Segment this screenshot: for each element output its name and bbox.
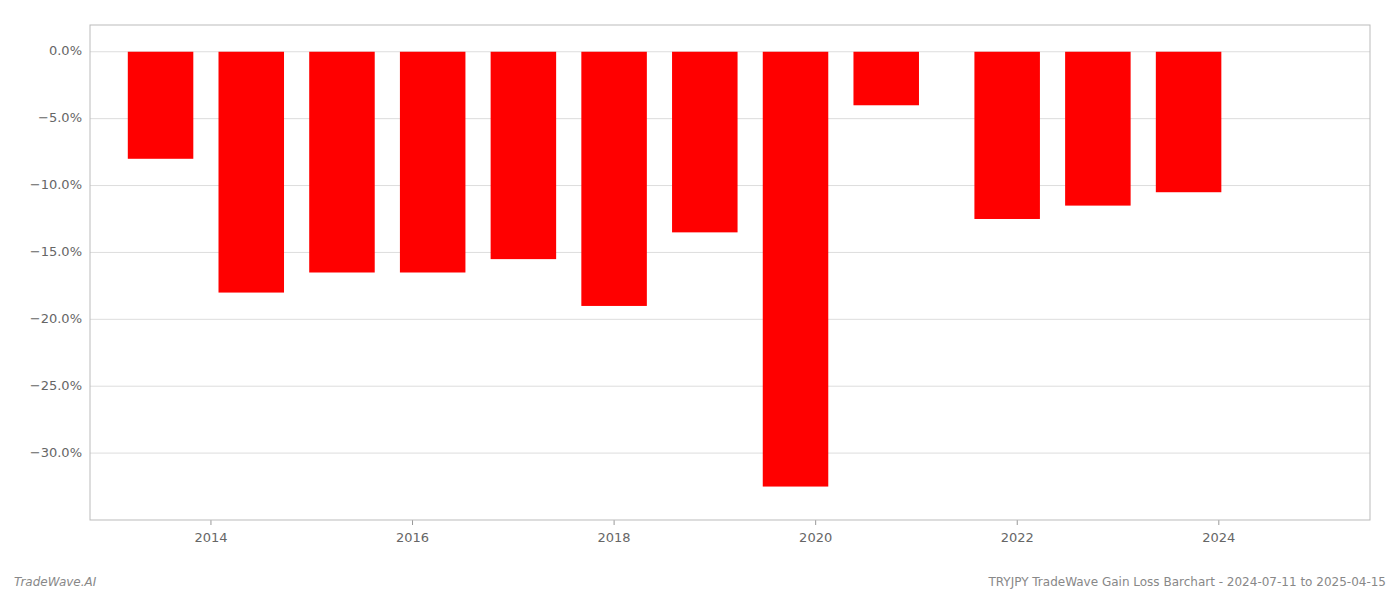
chart-container: 0.0% −5.0% −10.0% −15.0% −20.0% −25.0% −30.0% 2… — [0, 0, 1400, 600]
x-tick — [614, 520, 615, 525]
x-tick — [1017, 520, 1018, 525]
bar — [1065, 52, 1131, 206]
bar — [219, 52, 285, 293]
x-tick-label: 2022 — [1001, 530, 1034, 545]
x-tick — [412, 520, 413, 525]
y-tick-label: −15.0% — [30, 244, 82, 259]
grid-line — [90, 453, 1370, 454]
y-tick-label: −10.0% — [30, 177, 82, 192]
y-grid — [90, 52, 1370, 453]
bar — [128, 52, 194, 159]
x-tick-label: 2024 — [1202, 530, 1235, 545]
bars — [128, 52, 1222, 487]
bar — [672, 52, 738, 233]
plot-frame — [90, 25, 1370, 520]
grid-line — [90, 319, 1370, 320]
bar — [763, 52, 829, 487]
bar — [491, 52, 557, 259]
bar — [853, 52, 919, 106]
chart-svg: 0.0% −5.0% −10.0% −15.0% −20.0% −25.0% −30.0% 2… — [0, 0, 1400, 600]
x-tick-label: 2020 — [799, 530, 832, 545]
bar — [1156, 52, 1222, 192]
x-tick-label: 2016 — [396, 530, 429, 545]
bar — [400, 52, 466, 273]
y-tick-label: −25.0% — [30, 378, 82, 393]
y-tick-label: −30.0% — [30, 445, 82, 460]
footer-text: TradeWave.AI — [14, 575, 97, 589]
bar — [581, 52, 647, 306]
footer: TradeWave.AI TRYJPY TradeWave Gain Loss B… — [14, 575, 1386, 589]
x-tick-label: 2014 — [194, 530, 227, 545]
bar — [309, 52, 375, 273]
grid-line — [90, 386, 1370, 387]
footer-text: TRYJPY TradeWave Gain Loss Barchart - 20… — [987, 575, 1386, 589]
x-tick — [1218, 520, 1219, 525]
y-tick-label: −5.0% — [38, 110, 82, 125]
y-tick-label: −20.0% — [30, 311, 82, 326]
x-tick-label: 2018 — [598, 530, 631, 545]
x-tick — [210, 520, 211, 525]
axes: 0.0% −5.0% −10.0% −15.0% −20.0% −25.0% −30.0% 2… — [30, 43, 1236, 545]
x-tick — [815, 520, 816, 525]
y-tick-label: 0.0% — [49, 43, 82, 58]
bar — [974, 52, 1040, 219]
